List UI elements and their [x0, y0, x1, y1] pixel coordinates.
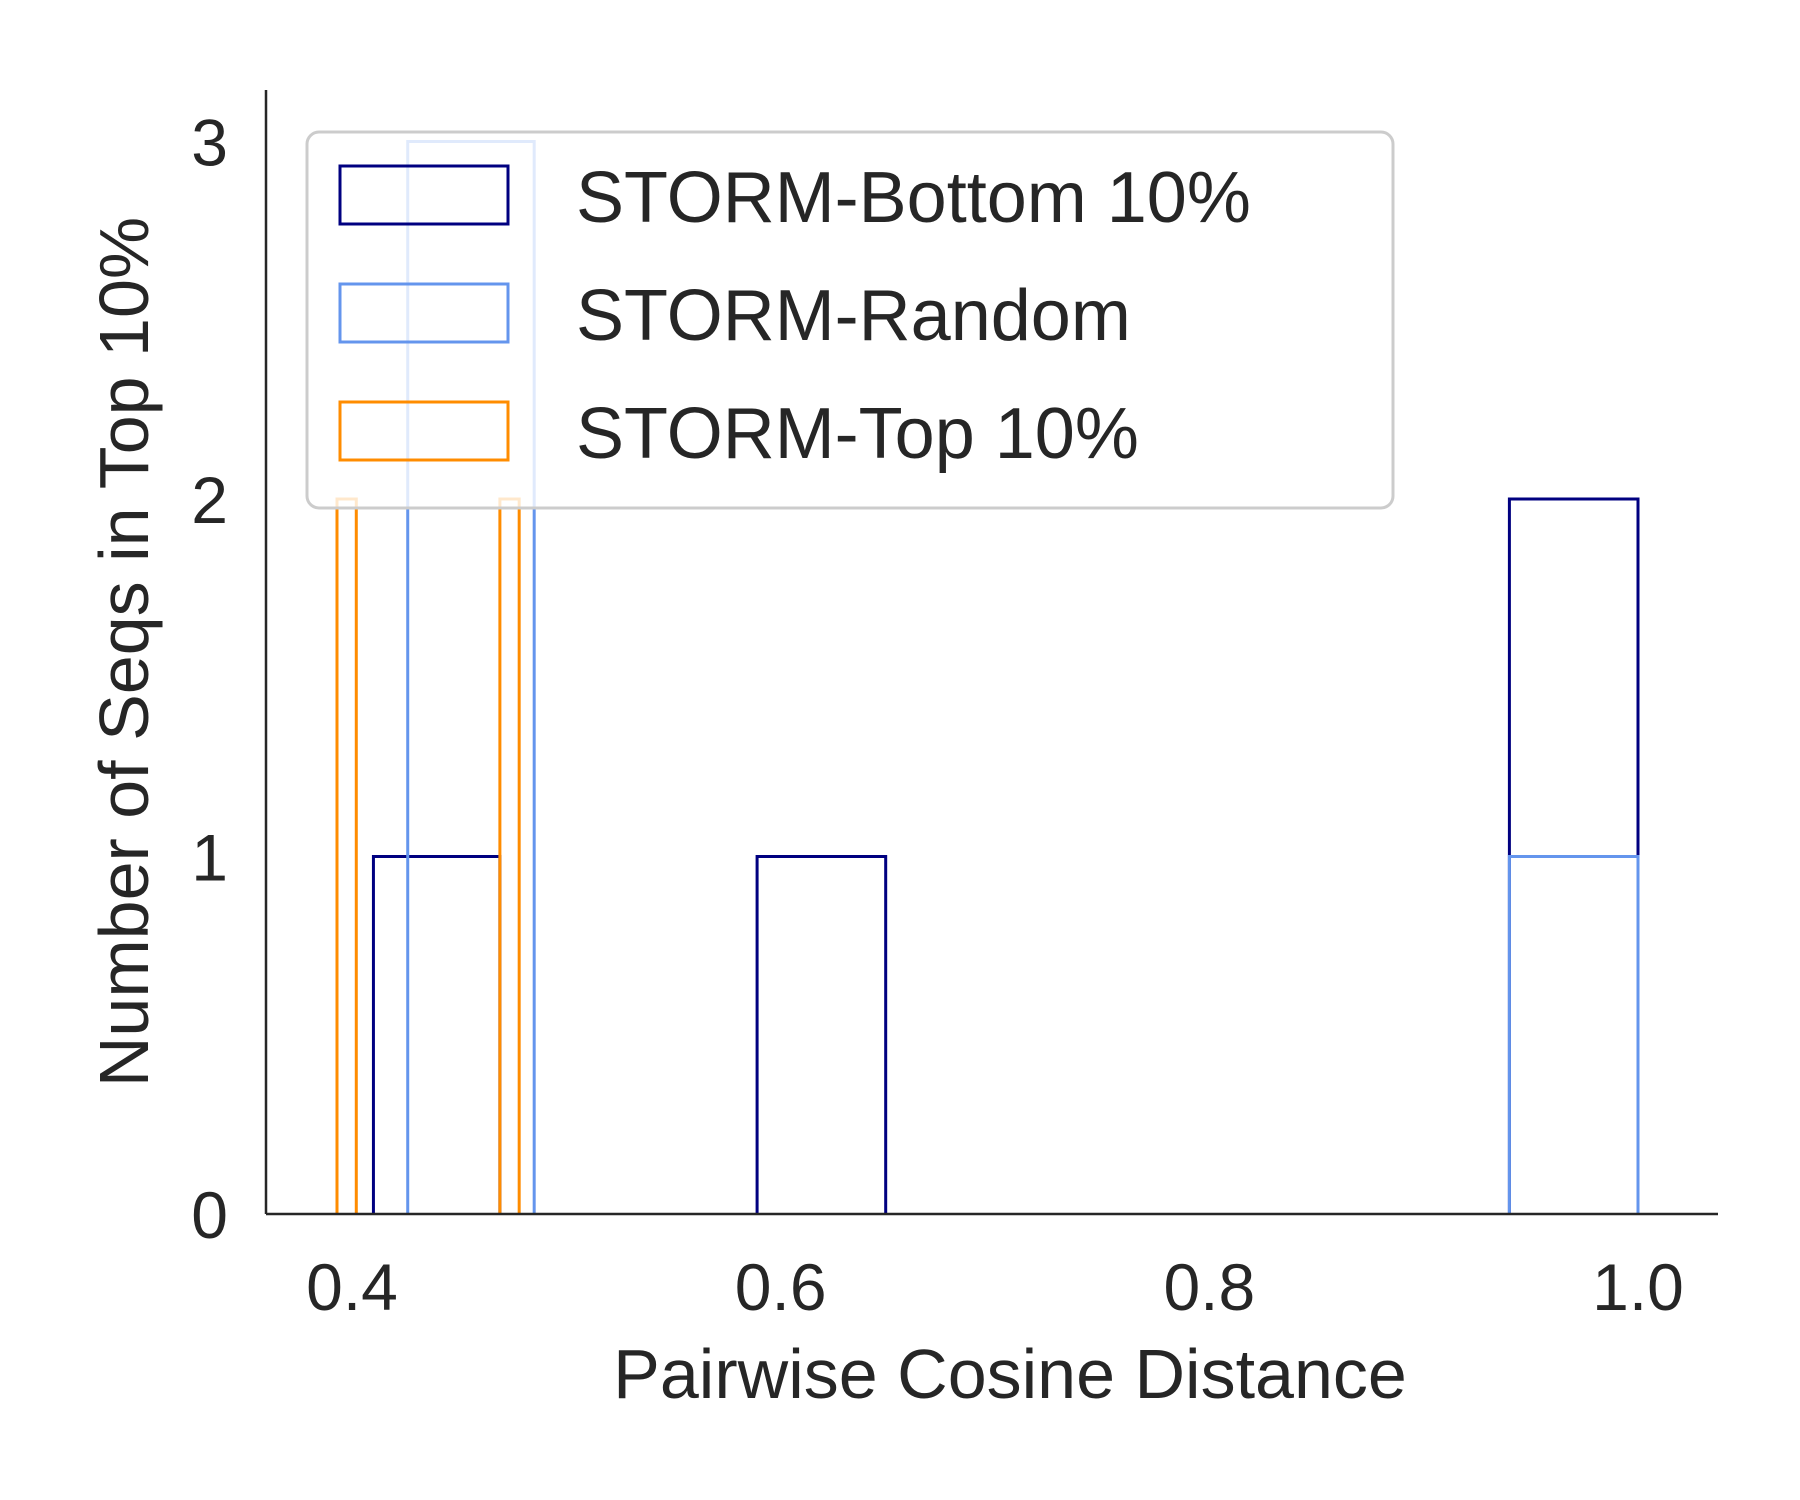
axes — [264, 90, 1718, 1216]
legend-frame — [305, 130, 1395, 510]
x-tick-label: 0.8 — [1163, 1250, 1255, 1324]
histogram-bar — [755, 855, 888, 1214]
x-tick-label: 0.6 — [735, 1250, 827, 1324]
legend: STORM-Bottom 10% STORM-Random STORM-Top … — [305, 130, 1395, 510]
histogram-bar — [371, 855, 502, 1214]
histogram-bar — [335, 497, 358, 1214]
y-tick-label: 3 — [191, 106, 228, 180]
x-axis-label: Pairwise Cosine Distance — [613, 1335, 1407, 1413]
y-tick-label: 2 — [191, 463, 228, 537]
x-tick-label: 0.4 — [306, 1250, 398, 1324]
y-axis-label: Number of Seqs in Top 10% — [85, 217, 163, 1087]
x-tick-label: 1.0 — [1592, 1250, 1684, 1324]
legend-label-random: STORM-Random — [576, 276, 1131, 356]
legend-label-top: STORM-Top 10% — [576, 394, 1139, 474]
legend-swatch-random — [338, 282, 510, 344]
y-tick-label: 1 — [191, 821, 228, 895]
histogram-bar — [1507, 855, 1640, 1214]
y-tick-label: 0 — [191, 1178, 228, 1252]
legend-swatch-top — [338, 400, 510, 462]
legend-label-bottom: STORM-Bottom 10% — [576, 158, 1251, 238]
legend-swatch-bottom — [338, 164, 510, 226]
axis-ticks: 0.4 0.6 0.8 1.0 0 1 2 3 — [191, 106, 1684, 1325]
histogram-bar — [498, 497, 521, 1214]
